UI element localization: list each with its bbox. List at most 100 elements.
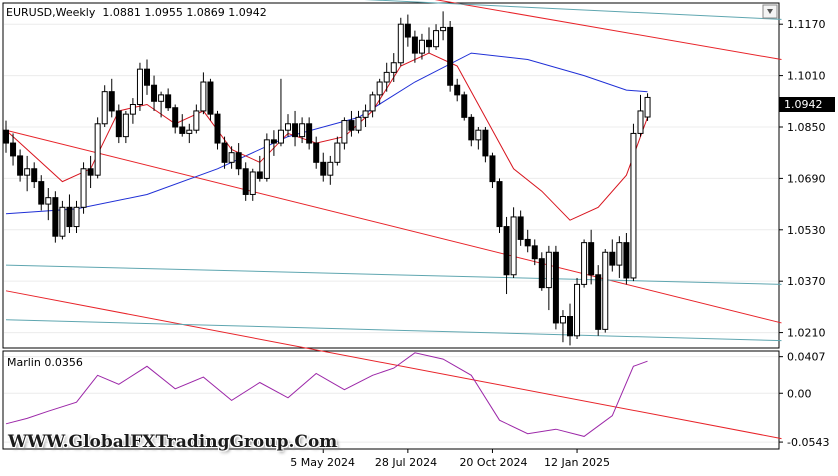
candle-body <box>24 168 31 176</box>
price-tick-label: 1.0850 <box>787 121 826 134</box>
candle-body <box>362 110 369 118</box>
candle-body <box>447 26 454 86</box>
candle-body <box>327 161 334 176</box>
price-axis: 1.1170 1.1010 1.0850 1.0690 1.0530 1.0370 1.02… <box>779 18 826 340</box>
marlin-indicator <box>5 352 648 437</box>
candle-body <box>411 36 418 54</box>
candle-body <box>595 274 602 330</box>
candle-body <box>38 181 45 205</box>
candle-body <box>369 94 376 112</box>
indicator-label: Marlin 0.0356 <box>7 356 83 369</box>
candle-body <box>193 110 200 131</box>
candle-body <box>249 171 256 195</box>
channel-line <box>364 0 782 20</box>
slow-ma-line <box>5 52 648 215</box>
candle-body <box>574 283 581 337</box>
channel-line <box>5 319 782 342</box>
watermark: WWW.GlobalFXTradingGroup.Com <box>8 432 338 452</box>
candle-body <box>179 126 186 134</box>
candle-body <box>468 116 475 141</box>
indicator-tick-label: -0.0543 <box>787 436 829 449</box>
time-tick-label: 28 Jul 2024 <box>375 456 437 469</box>
candle-body <box>221 142 228 163</box>
candle-body <box>94 123 101 176</box>
indicator-tick-label: 0.0407 <box>787 351 826 364</box>
candle-body <box>214 113 221 144</box>
candle-body <box>59 206 66 237</box>
candle-body <box>73 206 80 228</box>
channel-line <box>5 129 782 324</box>
candle-body <box>524 238 531 247</box>
candle-body <box>630 132 637 279</box>
indicator-axis: 0.0407 0.00 -0.0543 <box>779 351 829 449</box>
price-tick-label: 1.0690 <box>787 172 826 185</box>
candle-body <box>623 242 630 279</box>
candle-body <box>277 129 284 144</box>
scroll-arrow-icon[interactable] <box>762 4 778 19</box>
channel-line <box>5 290 782 440</box>
candle-body <box>559 316 566 324</box>
candle-body <box>31 168 38 183</box>
candle-body <box>285 123 291 131</box>
candle-body <box>10 142 17 157</box>
candle-body <box>376 81 383 96</box>
candle-body <box>531 245 538 260</box>
last-price-label: 1.0942 <box>784 98 823 111</box>
marlin-line <box>5 352 648 437</box>
candle-body <box>609 251 616 266</box>
channel-line <box>5 264 782 285</box>
candle-body <box>129 104 136 115</box>
candle-body <box>242 168 249 195</box>
candle-body <box>299 123 306 138</box>
indicator-grid <box>4 356 778 443</box>
candle-body <box>355 116 362 131</box>
candle-body <box>489 155 496 183</box>
candle-body <box>66 206 73 228</box>
candle-body <box>616 242 623 266</box>
price-tick-label: 1.0370 <box>787 275 826 288</box>
main-pane-frame <box>2 2 780 349</box>
candle-body <box>80 168 87 208</box>
candle-body <box>517 216 524 240</box>
candle-body <box>567 316 573 337</box>
indicator-pane-frame <box>2 350 780 450</box>
price-tick-label: 1.0210 <box>787 327 826 340</box>
candle-body <box>200 81 207 112</box>
candle-body <box>475 129 482 141</box>
candle-body <box>45 197 52 205</box>
candle-body <box>186 129 193 134</box>
candle-body <box>588 242 595 276</box>
candle-body <box>158 94 165 102</box>
candle-body <box>228 152 235 163</box>
price-tick-label: 1.1170 <box>787 18 826 31</box>
candle-body <box>151 84 158 102</box>
candle-body <box>482 129 489 157</box>
candle-body <box>144 68 150 86</box>
candle-body <box>122 113 129 138</box>
time-tick-label: 5 May 2024 <box>290 456 355 469</box>
candle-body <box>637 110 644 134</box>
candle-body <box>52 197 59 237</box>
indicator-tick-label: 0.00 <box>787 387 812 400</box>
candle-body <box>207 81 214 115</box>
price-tick-label: 1.0530 <box>787 224 826 237</box>
candle-body <box>270 139 277 144</box>
candle-body <box>510 216 517 276</box>
candle-body <box>581 242 588 285</box>
channel-lines <box>5 0 782 440</box>
candle-body <box>136 68 143 106</box>
candle-body <box>235 152 242 170</box>
candle-body <box>418 39 425 54</box>
candle-body <box>263 139 270 179</box>
candle-body <box>503 226 510 276</box>
price-tick-label: 1.1010 <box>787 70 826 83</box>
candle-body <box>3 129 9 144</box>
candlesticks <box>3 11 651 346</box>
candle-body <box>433 30 440 48</box>
candle-body <box>644 96 651 118</box>
candle-body <box>440 26 447 32</box>
time-axis: 5 May 2024 28 Jul 2024 20 Oct 2024 12 Jan 2… <box>290 449 610 469</box>
candle-body <box>602 251 609 330</box>
